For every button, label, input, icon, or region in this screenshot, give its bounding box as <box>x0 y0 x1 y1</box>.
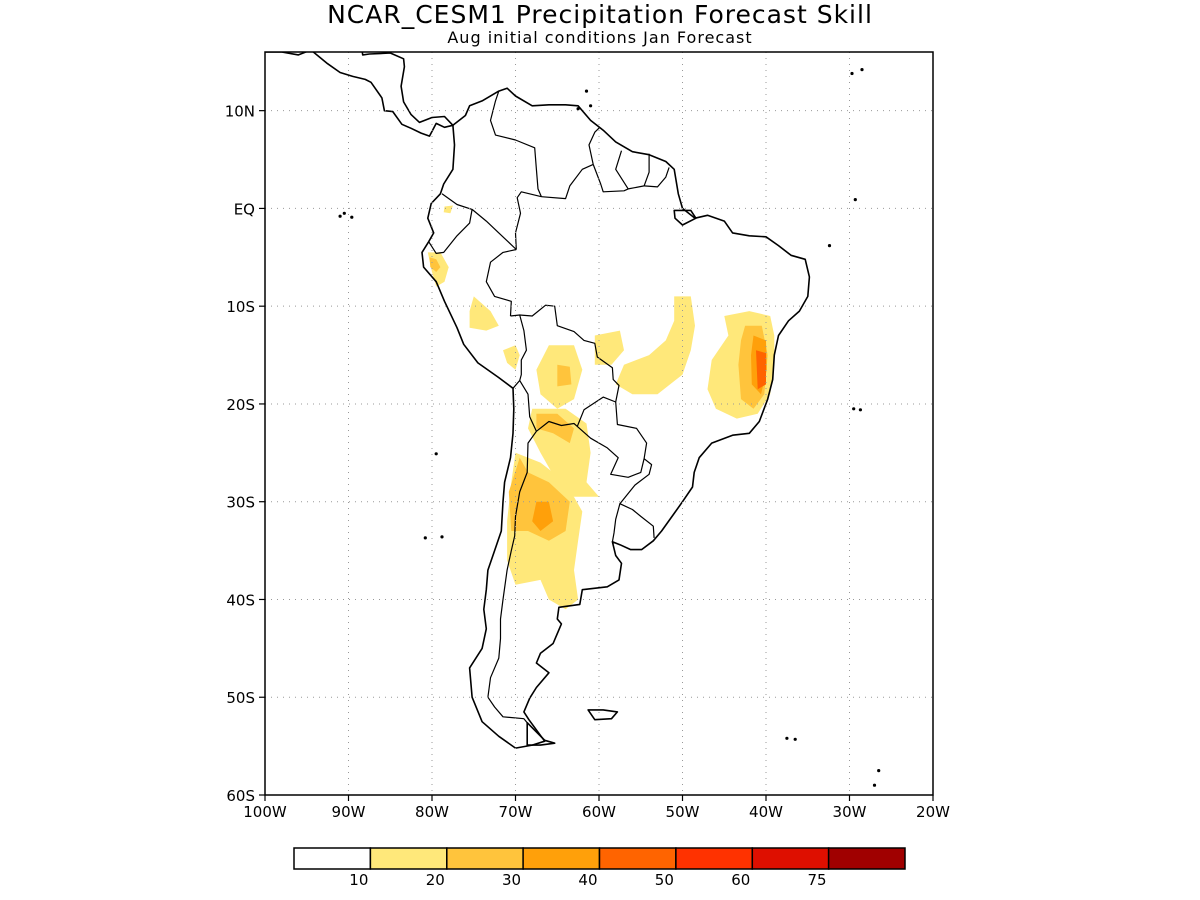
lat-tick-label: 20S <box>226 396 255 414</box>
border-peru-bolivia <box>510 314 528 389</box>
colorbar-swatch <box>827 847 906 870</box>
colorbar-swatch <box>598 847 677 870</box>
lat-tick-label: 60S <box>226 787 255 805</box>
lon-tick-label: 20W <box>916 803 950 821</box>
coastline-layer <box>265 0 881 787</box>
border-chile-bolivia-argentina <box>487 380 538 724</box>
border-suriname-guiana <box>628 153 650 190</box>
island-dot <box>338 214 342 218</box>
colorbar-swatch <box>293 847 372 870</box>
skill-region-central-brazil-level-1 <box>615 296 695 395</box>
lon-tick-label: 100W <box>243 803 287 821</box>
central-america-coastline <box>265 52 454 137</box>
island-dot <box>350 215 354 219</box>
island-dot <box>827 244 832 248</box>
colorbar-label: 40 <box>578 871 597 889</box>
colorbar-swatch <box>369 847 448 870</box>
skill-region-peru-central-level-1 <box>469 296 499 331</box>
lon-tick-label: 70W <box>499 803 533 821</box>
skill-region-bolivia-east-level-1 <box>594 330 624 365</box>
island-dot <box>589 104 593 108</box>
cuba-south-coast <box>399 0 481 15</box>
skill-region-andes-central-level-2 <box>508 457 570 541</box>
marajo-island <box>673 209 697 226</box>
border-argentina-brazil-uruguay <box>619 458 655 538</box>
chart-title: NCAR_CESM1 Precipitation Forecast Skill <box>327 0 873 29</box>
skill-region-northeast-brazil-level-4 <box>756 350 766 390</box>
island-dot <box>584 89 589 93</box>
skill-region-andes-central-level-3 <box>532 501 554 531</box>
colorbar-swatch <box>675 847 754 870</box>
border-uruguay-argentina <box>611 503 621 542</box>
lat-tick-label: 10N <box>225 103 255 121</box>
border-colombia-venezuela <box>489 90 542 197</box>
island-dot <box>853 198 857 202</box>
lon-tick-label: 40W <box>749 803 783 821</box>
colorbar-label: 20 <box>426 871 445 889</box>
jamaica <box>446 30 463 35</box>
island-dot <box>434 452 438 456</box>
colorbar-swatch <box>751 847 830 870</box>
falkland-islands <box>587 709 619 721</box>
skill-region-bolivia-level-2 <box>557 364 572 387</box>
island-dot <box>850 71 854 76</box>
lat-tick-label: 30S <box>226 494 255 512</box>
skill-region-peru-south-level-1 <box>503 345 520 370</box>
lat-tick-label: 10S <box>226 298 255 316</box>
border-colombia-peru-ecuador <box>441 193 517 250</box>
border-peru-brazil <box>485 248 517 317</box>
island-dot <box>576 107 580 111</box>
colorbar-label: 50 <box>655 871 674 889</box>
border-venezuela-brazil <box>541 163 594 200</box>
colorbar-label: 75 <box>808 871 827 889</box>
colorbar-swatch <box>522 847 601 870</box>
island-dot <box>872 783 877 787</box>
island-dot <box>423 536 427 540</box>
lon-tick-label: 90W <box>332 803 366 821</box>
lon-tick-label: 50W <box>666 803 700 821</box>
island-dot <box>860 68 864 72</box>
lat-tick-label: 40S <box>226 591 255 609</box>
lon-tick-label: 60W <box>582 803 616 821</box>
island-dot <box>858 408 863 412</box>
chart-subtitle: Aug initial conditions Jan Forecast <box>447 28 753 47</box>
island-dot <box>852 407 856 411</box>
border-guyana-venezuela <box>588 126 601 165</box>
skill-region-ecuador-level-1 <box>443 205 453 214</box>
lat-tick-label: 50S <box>226 689 255 707</box>
lon-tick-label: 80W <box>415 803 449 821</box>
lat-tick-label: EQ <box>234 200 255 218</box>
tierra-del-fuego <box>526 721 556 746</box>
island-dot <box>440 535 444 539</box>
lon-tick-label: 30W <box>833 803 867 821</box>
border-colombia-brazil <box>514 191 542 250</box>
border-guyana <box>592 150 629 193</box>
island-dot <box>342 211 346 215</box>
border-bolivia-brazil <box>519 304 620 403</box>
skill-region-chaco-level-2 <box>536 413 574 444</box>
border-bolivia-argentina-paraguay <box>536 396 616 432</box>
colorbar-label: 60 <box>731 871 750 889</box>
colorbar-swatch <box>446 847 524 870</box>
map-frame <box>264 51 934 796</box>
colorbar: 10 20 30 40 50 60 75 <box>293 847 906 889</box>
skill-fill-layer <box>427 205 775 610</box>
island-dot <box>793 737 797 741</box>
colorbar-label: 10 <box>349 871 368 889</box>
border-paraguay <box>576 401 648 478</box>
hispaniola <box>479 14 530 31</box>
colorbar-label: 30 <box>502 871 521 889</box>
island-dot <box>785 736 789 740</box>
gridlines <box>265 52 933 795</box>
island-dot <box>877 769 881 773</box>
border-ecuador-peru <box>428 209 473 254</box>
south-america-coastline <box>421 87 811 749</box>
border-guiana-brazil <box>644 167 670 188</box>
